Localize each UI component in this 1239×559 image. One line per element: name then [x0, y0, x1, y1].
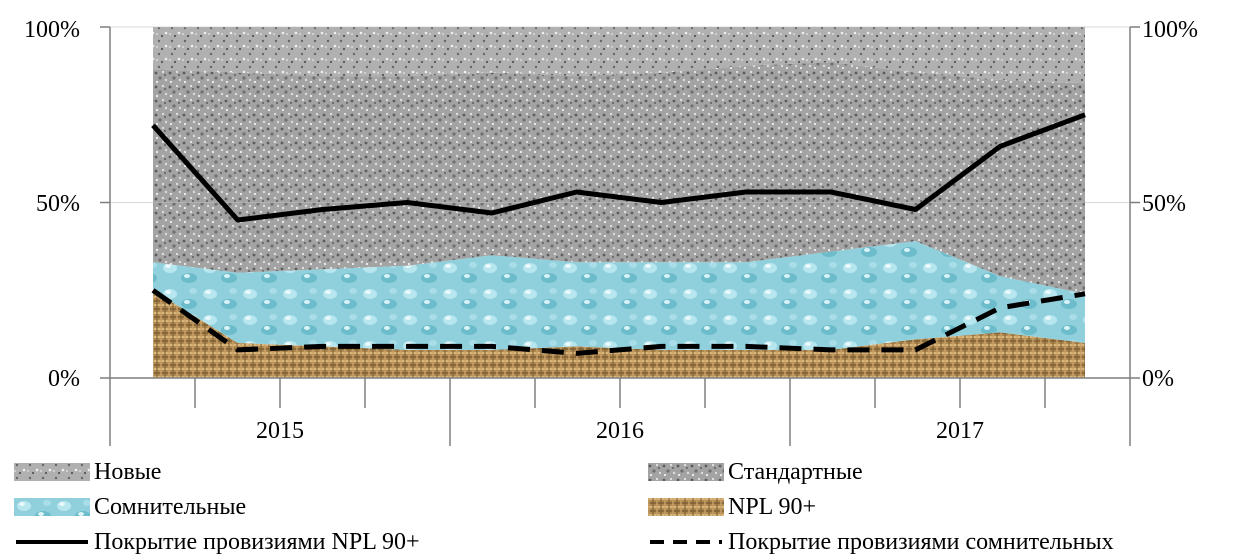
- axes: [100, 26, 1140, 446]
- legend-item-coverage-npl: Покрытие провизиями NPL 90+: [14, 525, 420, 559]
- legend-label-npl: NPL 90+: [728, 493, 816, 520]
- legend-swatch-npl: [648, 498, 724, 516]
- left-tick-100: 100%: [24, 17, 80, 43]
- left-tick-50: 50%: [36, 191, 80, 217]
- legend-label-new: Новые: [94, 458, 162, 485]
- line-coverage-npl90: [151, 112, 1086, 223]
- left-tick-0: 0%: [48, 366, 80, 392]
- line-coverage-doubtful: [151, 288, 1086, 356]
- right-tick-0: 0%: [1142, 366, 1174, 392]
- legend-item-standard: Стандартные: [648, 455, 863, 489]
- area-new: [153, 27, 1085, 84]
- area-layer: [153, 27, 1085, 378]
- right-tick-100: 100%: [1142, 17, 1198, 43]
- legend-item-doubtful: Сомнительные: [14, 490, 246, 524]
- x-label-2016: 2016: [596, 418, 644, 444]
- legend-swatch-coverage-doubtful: [648, 533, 724, 551]
- x-label-2017: 2017: [936, 418, 984, 444]
- legend-label-standard: Стандартные: [728, 458, 863, 485]
- legend-label-coverage-doubtful: Покрытие провизиями сомнительных: [728, 528, 1114, 555]
- legend-item-coverage-doubtful: Покрытие провизиями сомнительных: [648, 525, 1114, 559]
- legend-item-new: Новые: [14, 455, 161, 489]
- area-standard: [153, 62, 1085, 294]
- legend-swatch-doubtful: [14, 498, 90, 516]
- legend-swatch-new: [14, 463, 90, 481]
- area-doubtful: [153, 241, 1085, 350]
- legend-label-doubtful: Сомнительные: [94, 493, 247, 520]
- legend-item-npl: NPL 90+: [648, 490, 816, 524]
- legend-swatch-standard: [648, 463, 724, 481]
- chart: 100% 50% 0% 100% 50% 0% 2015 2016 2017: [24, 17, 1198, 446]
- line-layer: [151, 112, 1086, 356]
- legend-swatch-coverage-npl: [14, 533, 90, 551]
- area-npl90: [153, 290, 1085, 378]
- legend-label-coverage-npl: Покрытие провизиями NPL 90+: [94, 528, 420, 555]
- right-tick-50: 50%: [1142, 191, 1186, 217]
- x-label-2015: 2015: [256, 418, 304, 444]
- legend: Новые Стандартные Сомнительные NPL 90+ П…: [0, 452, 1239, 559]
